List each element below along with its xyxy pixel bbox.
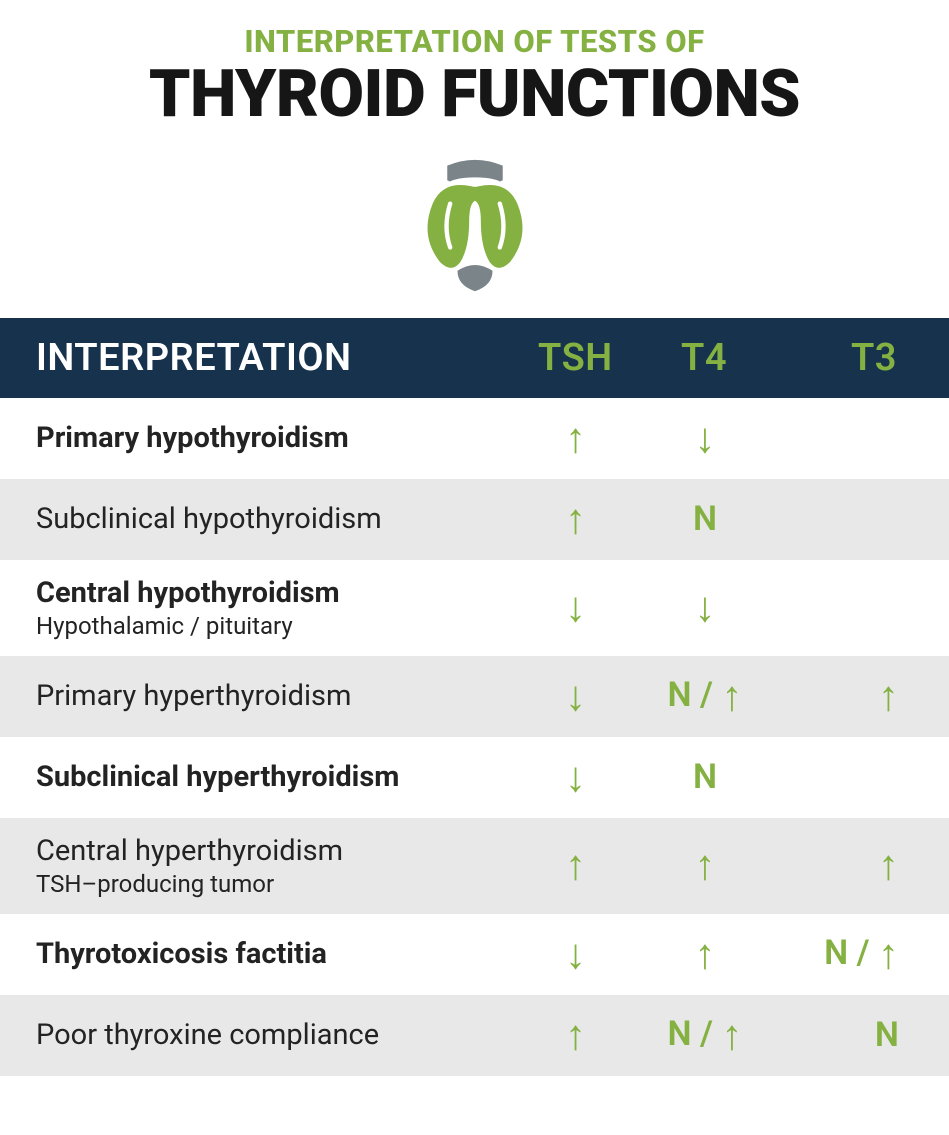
cell-t4: N / ↑	[640, 675, 769, 718]
row-label: Primary hypothyroidism	[36, 421, 511, 455]
table-header-row: INTERPRETATION TSH T4 T3	[0, 318, 949, 398]
table-row: Primary hypothyroidism↑↓	[0, 398, 949, 479]
cell-t4: N	[640, 499, 769, 539]
row-label: Thyrotoxicosis factitia	[36, 937, 511, 971]
cell-tsh: ↑	[511, 844, 640, 887]
cell-interpretation: Poor thyroxine compliance	[36, 1018, 511, 1052]
cell-tsh: ↓	[511, 756, 640, 799]
cell-interpretation: Subclinical hypothyroidism	[36, 502, 511, 536]
col-header-t4: T4	[640, 336, 769, 380]
table-row: Central hypothyroidismHypothalamic / pit…	[0, 560, 949, 656]
cell-t3: ↑	[770, 844, 919, 887]
row-label: Poor thyroxine compliance	[36, 1018, 511, 1052]
cell-tsh: ↑	[511, 417, 640, 460]
cell-tsh: ↑	[511, 498, 640, 541]
title-block: INTERPRETATION OF TESTS OF THYROID FUNCT…	[0, 0, 949, 142]
cell-tsh: ↑	[511, 1014, 640, 1057]
cell-interpretation: Thyrotoxicosis factitia	[36, 937, 511, 971]
cell-tsh: ↓	[511, 586, 640, 629]
row-label: Primary hyperthyroidism	[36, 679, 511, 713]
table-row: Central hyperthyroidismTSH–producing tum…	[0, 818, 949, 914]
table-body: Primary hypothyroidism↑↓Subclinical hypo…	[0, 398, 949, 1076]
row-label: Subclinical hyperthyroidism	[36, 760, 511, 794]
cell-interpretation: Central hyperthyroidismTSH–producing tum…	[36, 834, 511, 898]
col-header-tsh: TSH	[511, 336, 640, 380]
table-row: Subclinical hypothyroidism↑N	[0, 479, 949, 560]
row-label: Subclinical hypothyroidism	[36, 502, 511, 536]
thyroid-icon	[0, 142, 949, 318]
cell-t4: N / ↑	[640, 1014, 769, 1057]
cell-t3: N	[770, 1015, 919, 1055]
cell-interpretation: Subclinical hyperthyroidism	[36, 760, 511, 794]
cell-t4: ↓	[640, 417, 769, 460]
cell-interpretation: Primary hypothyroidism	[36, 421, 511, 455]
cell-t4: ↑	[640, 844, 769, 887]
cell-t4: ↓	[640, 586, 769, 629]
table-row: Poor thyroxine compliance↑N / ↑N	[0, 995, 949, 1076]
col-header-t3: T3	[768, 336, 919, 380]
cell-t4: ↑	[640, 933, 769, 976]
table-row: Thyrotoxicosis factitia↓↑N / ↑	[0, 914, 949, 995]
subtitle: INTERPRETATION OF TESTS OF	[0, 26, 949, 57]
cell-t4: N	[640, 757, 769, 797]
row-sublabel: Hypothalamic / pituitary	[36, 612, 511, 640]
cell-interpretation: Primary hyperthyroidism	[36, 679, 511, 713]
cell-interpretation: Central hypothyroidismHypothalamic / pit…	[36, 576, 511, 640]
row-label: Central hypothyroidism	[36, 576, 511, 610]
row-label: Central hyperthyroidism	[36, 834, 511, 868]
col-header-interpretation: INTERPRETATION	[36, 336, 511, 380]
cell-tsh: ↓	[511, 933, 640, 976]
row-sublabel: TSH–producing tumor	[36, 870, 511, 898]
cell-t3: ↑	[770, 675, 919, 718]
main-title: THYROID FUNCTIONS	[0, 59, 949, 132]
cell-tsh: ↓	[511, 675, 640, 718]
cell-t3: N / ↑	[770, 933, 919, 976]
infographic-container: INTERPRETATION OF TESTS OF THYROID FUNCT…	[0, 0, 949, 1135]
table-row: Subclinical hyperthyroidism↓N	[0, 737, 949, 818]
table-row: Primary hyperthyroidism↓N / ↑↑	[0, 656, 949, 737]
